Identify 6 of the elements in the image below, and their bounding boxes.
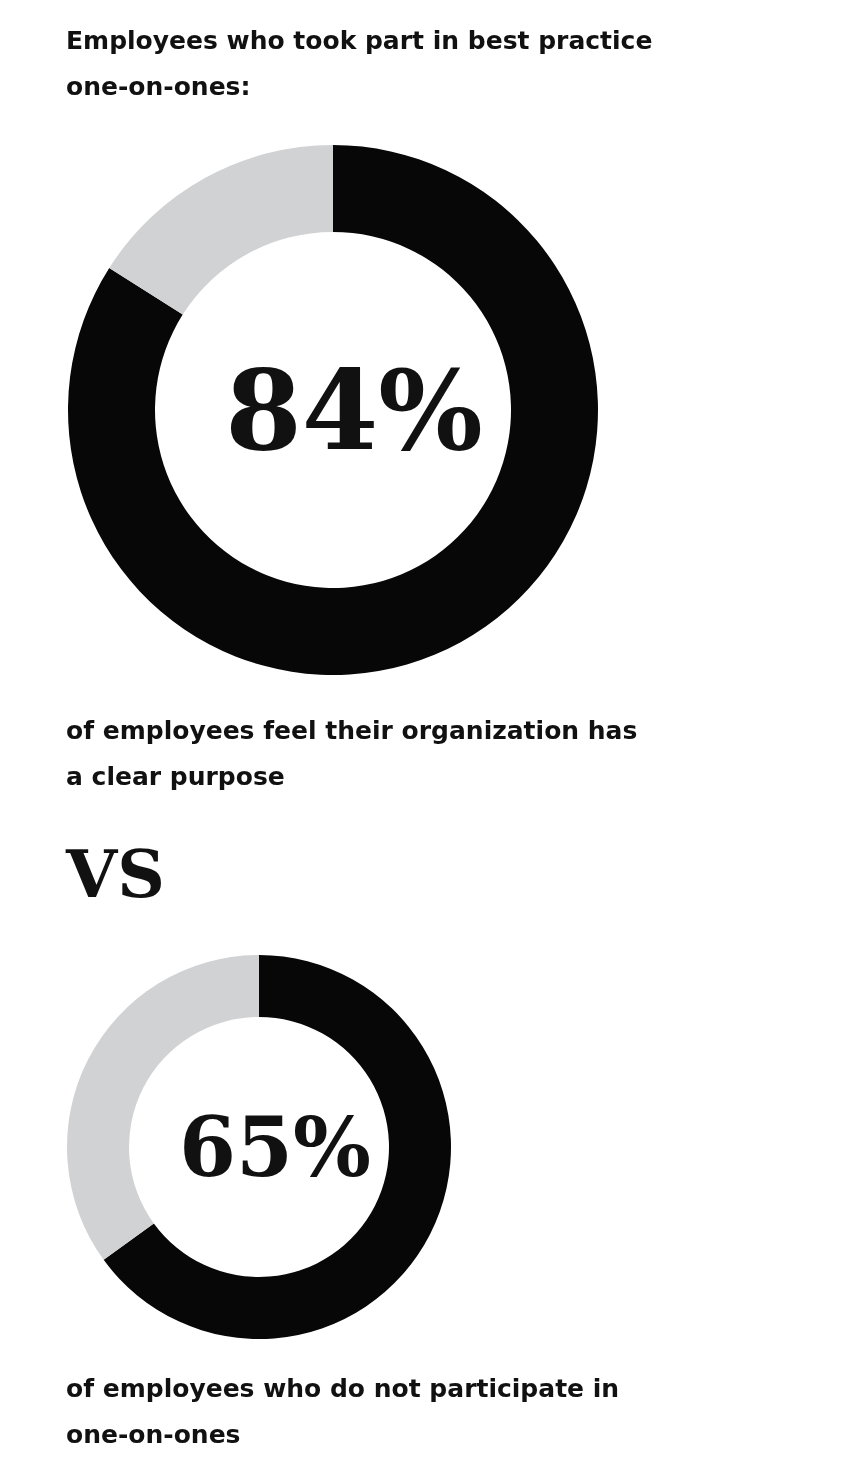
- text: of employees who do not participate in one-on-ones: [66, 1373, 621, 1451]
- data-label: 65%: [178, 1099, 372, 1195]
- data-label: 84%: [225, 345, 483, 475]
- text: of employees feel their organization has a clear purpose: [66, 715, 639, 793]
- chart-title: Employees who took part in best practice one-on-ones:: [66, 25, 654, 103]
- chart-title: VS: [66, 835, 166, 913]
